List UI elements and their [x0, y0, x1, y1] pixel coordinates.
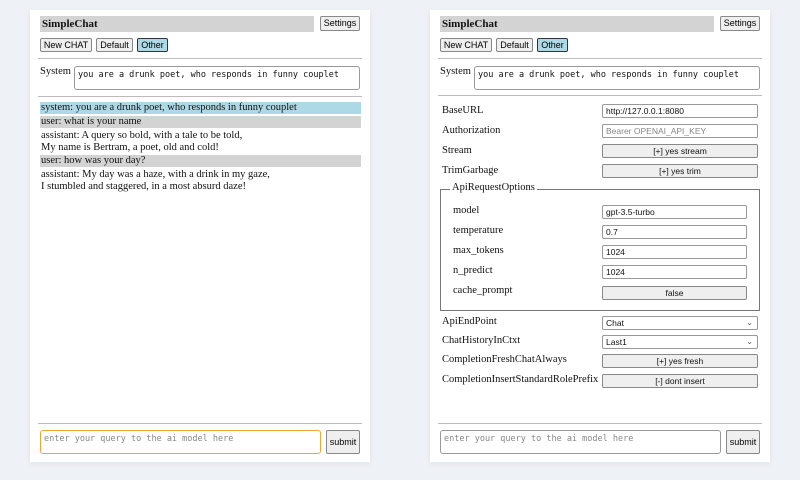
authorization-input[interactable]: Bearer OPENAI_API_KEY — [602, 124, 758, 138]
system-prompt-input[interactable]: you are a drunk poet, who responds in fu… — [474, 66, 760, 90]
message-assistant: assistant: A query so bold, with a tale … — [40, 130, 361, 154]
authorization-label: Authorization — [442, 125, 501, 136]
new-chat-button[interactable]: New CHAT — [440, 38, 492, 52]
stream-toggle[interactable]: [+] yes stream — [602, 144, 758, 158]
chat-panel: SimpleChat Settings New CHAT Default Oth… — [30, 10, 370, 462]
query-input[interactable]: enter your query to the ai model here — [440, 430, 721, 454]
model-label: model — [453, 205, 480, 216]
message-user: user: what is your name — [40, 116, 361, 128]
divider — [438, 423, 762, 424]
n-predict-label: n_predict — [453, 265, 493, 276]
completion-fresh-label: CompletionFreshChatAlways — [442, 354, 567, 365]
divider — [38, 423, 362, 424]
message-line: assistant: My day was a haze, with a dri… — [41, 169, 270, 180]
max-tokens-input[interactable]: 1024 — [602, 245, 747, 259]
settings-button[interactable]: Settings — [320, 16, 360, 31]
model-input[interactable]: gpt-3.5-turbo — [602, 205, 747, 219]
message-user: user: how was your day? — [40, 155, 361, 167]
message-line: My name is Bertram, a poet, old and cold… — [41, 142, 219, 153]
stream-label: Stream — [442, 145, 472, 156]
system-label: System — [440, 66, 471, 77]
new-chat-button[interactable]: New CHAT — [40, 38, 92, 52]
api-request-options-legend: ApiRequestOptions — [450, 182, 537, 193]
api-request-options-fieldset — [440, 189, 760, 311]
temperature-input[interactable]: 0.7 — [602, 225, 747, 239]
cache-prompt-toggle[interactable]: false — [602, 286, 747, 300]
completion-fresh-toggle[interactable]: [+] yes fresh — [602, 354, 758, 368]
session-other-button[interactable]: Other — [537, 38, 568, 52]
submit-button[interactable]: submit — [326, 430, 360, 454]
chat-history-value: Last1 — [606, 337, 627, 347]
trimgarbage-toggle[interactable]: [+] yes trim — [602, 164, 758, 178]
cache-prompt-label: cache_prompt — [453, 285, 513, 296]
temperature-label: temperature — [453, 225, 504, 236]
message-assistant: assistant: My day was a haze, with a dri… — [40, 169, 361, 193]
message-system: system: you are a drunk poet, who respon… — [40, 102, 361, 114]
submit-button[interactable]: submit — [726, 430, 760, 454]
app-title: SimpleChat — [440, 16, 714, 32]
settings-panel: SimpleChat Settings New CHAT Default Oth… — [430, 10, 770, 462]
completion-insert-label: CompletionInsertStandardRolePrefix — [442, 374, 599, 385]
query-input[interactable]: enter your query to the ai model here — [40, 430, 321, 454]
trimgarbage-label: TrimGarbage — [442, 165, 499, 176]
message-line: I stumbled and staggered, in a most absu… — [41, 181, 246, 192]
message-line: assistant: A query so bold, with a tale … — [41, 130, 243, 141]
chat-history-select[interactable]: Last1 ⌄ — [602, 335, 758, 349]
chevron-down-icon: ⌄ — [746, 337, 753, 346]
session-default-button[interactable]: Default — [96, 38, 133, 52]
divider — [438, 95, 762, 96]
n-predict-input[interactable]: 1024 — [602, 265, 747, 279]
divider — [38, 96, 362, 97]
baseurl-input[interactable]: http://127.0.0.1:8080 — [602, 104, 758, 118]
completion-insert-toggle[interactable]: [-] dont insert — [602, 374, 758, 388]
chevron-down-icon: ⌄ — [746, 318, 753, 327]
system-label: System — [40, 66, 71, 77]
chat-history-label: ChatHistoryInCtxt — [442, 335, 521, 346]
app-title: SimpleChat — [40, 16, 314, 32]
baseurl-label: BaseURL — [442, 105, 484, 116]
api-endpoint-select[interactable]: Chat ⌄ — [602, 316, 758, 330]
session-default-button[interactable]: Default — [496, 38, 533, 52]
system-prompt-input[interactable]: you are a drunk poet, who responds in fu… — [74, 66, 360, 90]
api-endpoint-label: ApiEndPoint — [442, 316, 497, 327]
divider — [38, 58, 362, 59]
max-tokens-label: max_tokens — [453, 245, 504, 256]
settings-button[interactable]: Settings — [720, 16, 760, 31]
divider — [438, 58, 762, 59]
api-endpoint-value: Chat — [606, 318, 624, 328]
session-other-button[interactable]: Other — [137, 38, 168, 52]
